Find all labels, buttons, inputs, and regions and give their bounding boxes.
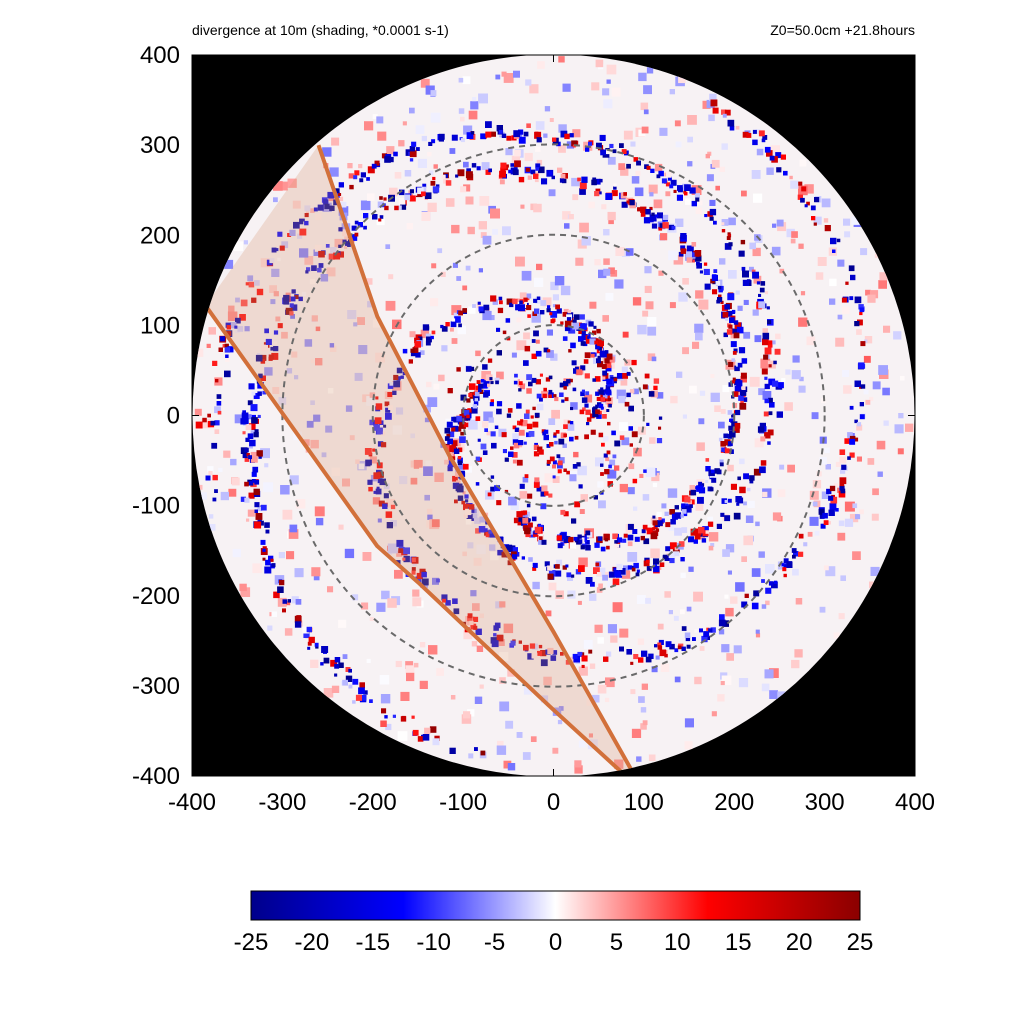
chart-title: divergence at 10m (shading, *0.0001 s-1) xyxy=(192,22,449,38)
x-tick-label: 200 xyxy=(714,789,754,816)
colorbar-tick-label: -10 xyxy=(416,929,451,956)
y-tick-label: 200 xyxy=(140,222,180,249)
y-tick-label: 400 xyxy=(140,42,180,69)
y-tick-label: -100 xyxy=(132,493,180,520)
x-tick-label: 400 xyxy=(895,789,935,816)
range-ring-100 xyxy=(462,324,645,507)
x-tick-label: -300 xyxy=(258,789,306,816)
y-tick-label: -400 xyxy=(132,763,180,790)
x-tick-labels: -400 -300 -200 -100 0 100 200 300 400 xyxy=(168,789,935,816)
colorbar-tick-label: 10 xyxy=(664,929,691,956)
colorbar-tick-label: -20 xyxy=(295,929,330,956)
x-tick-label: 100 xyxy=(624,789,664,816)
x-tick-label: -200 xyxy=(349,789,397,816)
track-shaded-band xyxy=(205,145,635,776)
range-ring-200 xyxy=(371,233,736,598)
y-tick-label: 0 xyxy=(167,403,180,430)
colorbar-tick-label: -25 xyxy=(234,929,269,956)
track-line-2 xyxy=(316,144,637,776)
colorbar-tick-labels: -25 -20 -15 -10 -5 0 5 10 15 20 25 xyxy=(234,929,874,956)
colorbar-tick-label: 0 xyxy=(549,929,562,956)
x-tick-label: -100 xyxy=(439,789,487,816)
colorbar-tick-label: -5 xyxy=(484,929,505,956)
y-tick-label: 300 xyxy=(140,132,180,159)
y-tick-labels: 400 300 200 100 0 -100 -200 -300 -400 xyxy=(132,42,180,790)
axis-ticks xyxy=(191,54,916,777)
plot-area xyxy=(192,55,915,776)
x-tick-label: -400 xyxy=(168,789,216,816)
colorbar-tick-label: 5 xyxy=(610,929,623,956)
y-tick-label: 100 xyxy=(140,312,180,339)
colorbar-tick-label: 25 xyxy=(847,929,874,956)
colorbar-tick-label: -15 xyxy=(355,929,390,956)
track-line-1 xyxy=(203,304,628,776)
chart-subtitle: Z0=50.0cm +21.8hours xyxy=(770,22,915,38)
colorbar-tick-label: 20 xyxy=(786,929,813,956)
x-tick-label: 300 xyxy=(805,789,845,816)
x-tick-label: 0 xyxy=(547,789,560,816)
y-tick-label: -200 xyxy=(132,583,180,610)
track-shading xyxy=(205,145,635,776)
y-tick-label: -300 xyxy=(132,673,180,700)
track-lines xyxy=(203,144,637,776)
colorbar-tick-label: 15 xyxy=(725,929,752,956)
colorbar xyxy=(250,890,861,921)
